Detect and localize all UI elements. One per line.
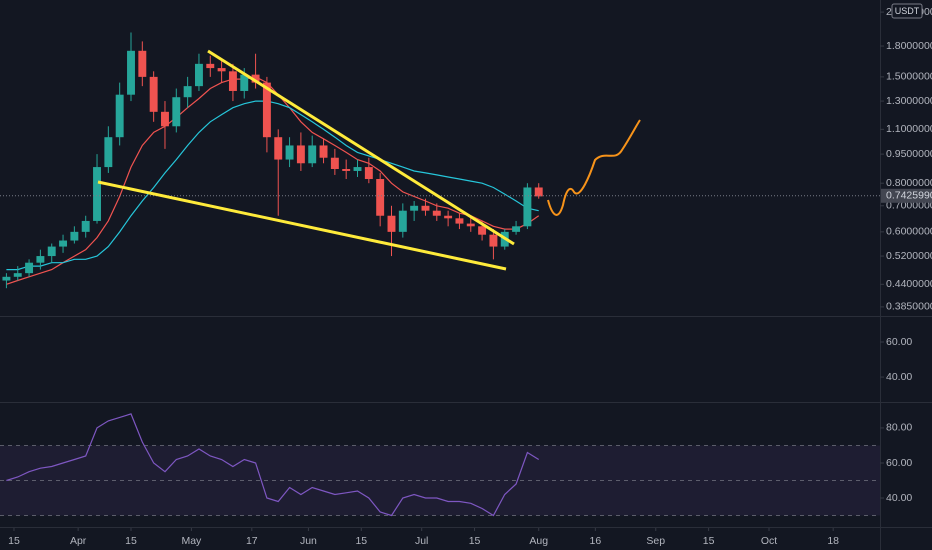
drawings <box>97 49 641 271</box>
candle-body <box>364 167 373 180</box>
y-tick-label: 60.00 <box>886 336 912 348</box>
y-tick-label: 0.60000000 <box>886 226 932 238</box>
candle-body <box>206 63 215 69</box>
candle-body <box>308 145 317 164</box>
x-tick-label: Jun <box>300 535 317 547</box>
candle-body <box>2 276 11 281</box>
x-tick-label: 17 <box>246 535 258 547</box>
y-tick-label: 0.38500000 <box>886 301 932 313</box>
candle-body <box>512 226 521 232</box>
y-tick-label: 1.50000000 <box>886 71 932 83</box>
candle-body <box>398 210 407 232</box>
candle-body <box>93 167 101 221</box>
candle-body <box>262 82 271 138</box>
candle-body <box>59 240 68 247</box>
candle-body <box>13 273 22 277</box>
candle-body <box>115 94 124 138</box>
candle-body <box>432 210 441 216</box>
candle-body <box>172 97 181 127</box>
moving-average <box>6 100 539 271</box>
y-tick-label: 0.95000000 <box>886 148 932 160</box>
y-tick-label: 0.52000000 <box>886 250 932 262</box>
y-tick-label: 40.00 <box>886 371 912 383</box>
candle-body <box>36 256 45 263</box>
candle-body <box>319 145 328 158</box>
last-price-label: 0.74259902 <box>886 190 932 202</box>
y-tick-label: 80.00 <box>886 422 912 434</box>
last-price-badge <box>881 188 932 203</box>
x-tick-label: Sep <box>646 535 665 547</box>
candle-body <box>217 68 226 72</box>
candle-body <box>285 145 294 160</box>
plots: 15Apr15May17Jun15Jul15Aug16Sep15Oct182.2… <box>0 6 932 547</box>
candle-body <box>183 86 192 98</box>
y-tick-label: 1.10000000 <box>886 123 932 135</box>
candle-body <box>274 137 283 160</box>
candle-body <box>376 179 385 216</box>
x-tick-label: 15 <box>703 535 715 547</box>
candle-body <box>104 137 113 168</box>
candle-body <box>387 215 396 232</box>
x-tick-label: May <box>181 535 202 547</box>
candle-body <box>478 226 487 235</box>
projection-sketch <box>547 119 641 216</box>
candle-body <box>240 74 249 91</box>
candle-body <box>138 50 147 77</box>
candle-body <box>70 231 79 241</box>
candle-body <box>296 145 305 164</box>
y-tick-label: 40.00 <box>886 492 912 504</box>
candle-body <box>342 169 351 171</box>
candle-body <box>330 157 339 170</box>
x-tick-label: Apr <box>70 535 87 547</box>
y-tick-label: 0.44000000 <box>886 278 932 290</box>
y-tick-label: 0.80000000 <box>886 177 932 189</box>
currency-label: USDT <box>895 6 920 16</box>
candle-body <box>47 246 56 257</box>
candle-body <box>127 50 135 95</box>
x-tick-label: 15 <box>125 535 137 547</box>
trendline <box>97 180 507 271</box>
trendline <box>207 49 515 246</box>
x-tick-label: 16 <box>590 535 602 547</box>
currency-badge[interactable] <box>891 3 923 19</box>
candle-body <box>444 215 453 219</box>
candle-body <box>228 71 237 91</box>
candle-body <box>25 262 34 274</box>
candle-body <box>421 205 430 211</box>
x-tick-label: 15 <box>469 535 481 547</box>
candle-body <box>161 111 169 127</box>
candle-body <box>455 218 464 224</box>
candle-body <box>489 234 498 247</box>
x-tick-label: 18 <box>827 535 839 547</box>
x-tick-label: 15 <box>8 535 20 547</box>
candle-body <box>251 74 260 83</box>
candle-body <box>149 76 158 112</box>
moving-average <box>6 76 540 285</box>
candle-body <box>194 63 203 87</box>
candle-body <box>523 187 532 227</box>
y-tick-label: 1.30000000 <box>886 95 932 107</box>
candle-body <box>410 205 419 211</box>
x-tick-label: 15 <box>355 535 367 547</box>
y-tick-label: 1.80000000 <box>886 40 932 52</box>
x-tick-label: Aug <box>529 535 548 547</box>
rsi-line <box>6 413 540 517</box>
x-tick-label: Oct <box>761 535 777 547</box>
x-tick-label: Jul <box>415 535 428 547</box>
candle-body <box>353 167 362 171</box>
candle-body <box>81 220 90 232</box>
candle-body <box>466 223 475 227</box>
candle-body <box>534 187 543 197</box>
y-tick-label: 60.00 <box>886 457 912 469</box>
